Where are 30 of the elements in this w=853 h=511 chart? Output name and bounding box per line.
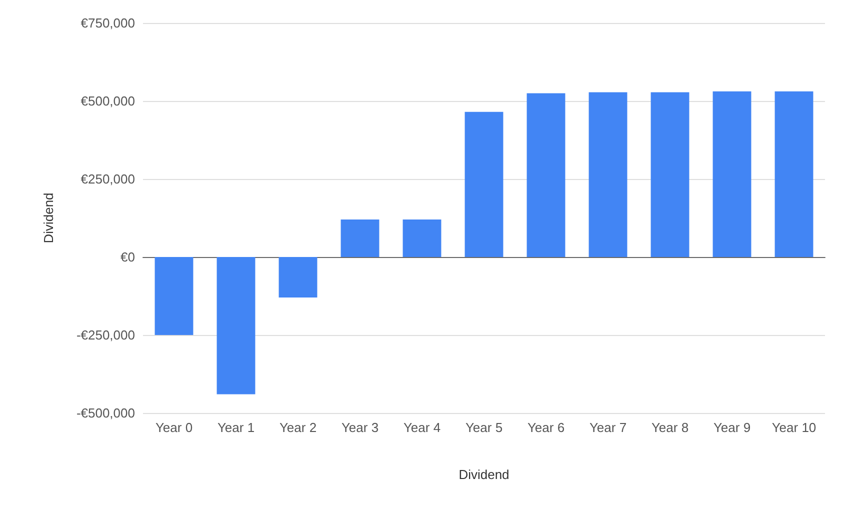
x-tick-label: Year 5 [465, 420, 503, 435]
x-tick-label: Year 2 [279, 420, 317, 435]
y-tick-label: €250,000 [80, 172, 135, 186]
bar [464, 112, 504, 257]
x-tick-label: Year 8 [651, 420, 689, 435]
bar [340, 220, 380, 257]
y-tick-label: €500,000 [80, 94, 135, 108]
bar [588, 92, 628, 257]
bar [526, 93, 566, 257]
x-tick-label: Year 3 [341, 420, 379, 435]
bar [278, 257, 318, 298]
x-tick-label: Year 1 [217, 420, 255, 435]
bar [774, 91, 814, 257]
y-tick-label: €0 [120, 250, 135, 264]
y-tick-label: -€250,000 [76, 328, 135, 342]
x-tick-label: Year 0 [155, 420, 193, 435]
bar [402, 220, 442, 257]
y-axis-title: Dividend [41, 192, 56, 244]
bar [154, 257, 194, 335]
bar [216, 257, 256, 394]
x-tick-label: Year 9 [713, 420, 751, 435]
x-tick-label: Year 4 [403, 420, 441, 435]
y-tick-label: -€500,000 [76, 406, 135, 420]
y-tick-label: €750,000 [80, 16, 135, 30]
bar [650, 92, 690, 257]
x-tick-label: Year 10 [772, 420, 816, 435]
x-tick-label: Year 6 [527, 420, 565, 435]
bar [712, 91, 752, 257]
x-axis-title: Dividend [458, 467, 510, 482]
x-tick-label: Year 7 [589, 420, 627, 435]
